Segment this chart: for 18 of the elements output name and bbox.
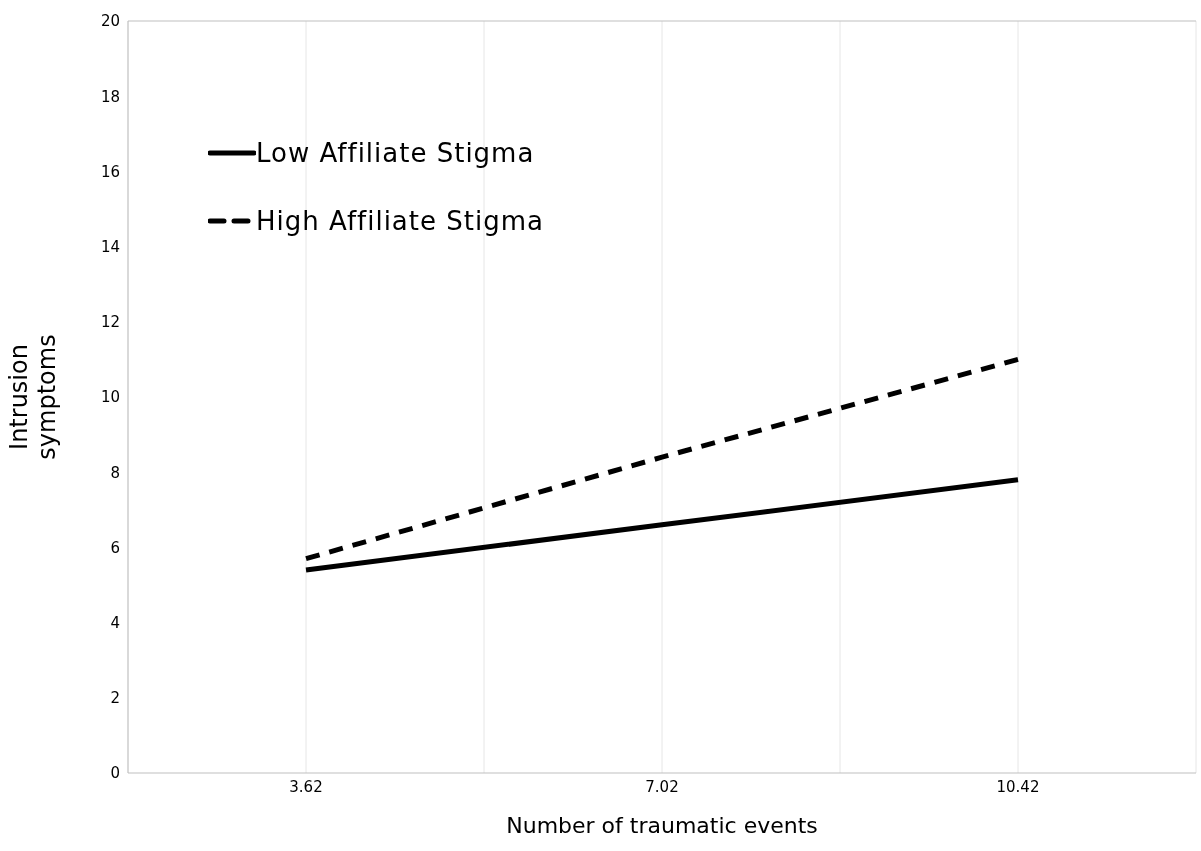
y-tick-label: 18 — [100, 87, 120, 106]
y-axis-title: Intrusion symptoms — [5, 334, 61, 460]
y-tick-label: 4 — [110, 613, 120, 632]
legend-label: Low Affiliate Stigma — [256, 138, 535, 168]
x-tick-label: 3.62 — [289, 777, 323, 796]
y-tick-label: 14 — [100, 237, 120, 256]
y-tick-label: 6 — [110, 538, 120, 557]
y-tick-label: 16 — [100, 162, 120, 181]
y-tick-label: 12 — [100, 313, 120, 332]
y-tick-label: 10 — [100, 388, 120, 407]
legend-label: High Affiliate Stigma — [256, 206, 544, 236]
y-tick-label: 2 — [110, 689, 120, 708]
y-tick-label: 20 — [100, 12, 120, 31]
x-tick-label: 7.02 — [645, 777, 679, 796]
y-tick-label: 8 — [110, 463, 120, 482]
y-tick-label: 0 — [110, 764, 120, 783]
x-axis-title: Number of traumatic events — [506, 813, 818, 838]
x-tick-label: 10.42 — [996, 777, 1040, 796]
